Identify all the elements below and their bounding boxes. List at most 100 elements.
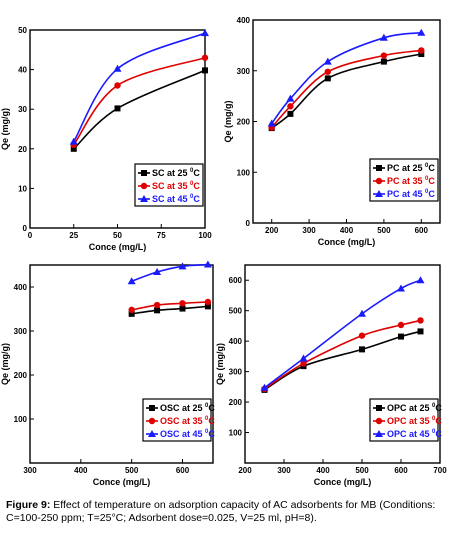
chart-pc-data-point [286,94,295,102]
chart-pc-data-point [324,75,331,82]
chart-pc-x-axis-title: Conce (mg/L) [318,237,376,247]
chart-sc-data-point [114,82,121,89]
chart-osc-series-line [131,301,208,311]
chart-opc-y-tick-label: 300 [229,368,243,377]
chart-pc-y-tick-label: 100 [237,168,251,177]
chart-osc-data-point [154,307,161,314]
chart-pc-legend-marker [376,165,382,171]
chart-opc-data-point [397,321,405,329]
chart-opc-x-tick-label: 400 [316,466,330,475]
chart-pc-x-tick-label: 600 [415,226,429,235]
chart-osc-data-point [153,268,162,276]
chart-osc-y-tick-label: 200 [14,371,28,380]
chart-osc-data-point [128,306,135,314]
chart-sc-data-point [69,137,78,145]
chart-pc-legend-marker [375,177,383,185]
chart-pc-data-point [380,58,387,65]
chart-osc-series-1 [128,298,212,314]
chart-sc-data-point [114,105,121,112]
chart-pc-data-point [418,47,425,54]
chart-opc-plot-frame [244,264,441,464]
chart-opc-series-line [264,330,421,391]
chart-osc-x-axis-title: Conce (mg/L) [93,477,151,487]
chart-opc-x-tick-label: 300 [277,466,291,475]
chart-osc-data-point [127,277,136,285]
chart-osc-x-tick-label: 500 [125,466,139,475]
chart-sc-y-tick-label: 40 [18,66,27,75]
chart-opc-data-point [417,317,424,324]
chart-pc-data-point [287,110,294,117]
chart-pc-data-point [418,51,425,58]
chart-osc-x-tick-label: 400 [74,466,88,475]
chart-pc-data-point [380,52,388,59]
chart-pc-legend-marker [375,190,383,197]
chart-osc-data-point [204,303,211,310]
figure-caption: Figure 9: Effect of temperature on adsor… [6,499,454,524]
chart-sc-series-0 [70,67,208,152]
chart-sc-y-axis-title: Qe (mg/g) [0,108,10,150]
chart-opc-y-tick-label: 600 [229,276,243,285]
chart-opc-data-point [397,284,405,292]
chart-pc-data-point [417,28,426,36]
chart-sc-y-tick-label: 20 [18,145,27,154]
chart-osc-data-point [179,305,186,312]
chart-opc-data-point [417,328,424,335]
chart-osc-data-point [179,300,186,307]
chart-sc-x-tick-label: 25 [69,231,78,240]
chart-pc-x-tick-label: 400 [340,226,354,235]
chart-pc-legend-label: PC at 45 0C [387,189,435,199]
chart-osc-legend-label: OSC at 45 0C [160,429,215,439]
chart-pc-legend-label: PC at 25 0C [387,163,435,173]
chart-sc-y-tick-label: 30 [18,105,27,114]
chart-pc-x-tick-label: 200 [265,226,279,235]
chart-opc-legend-marker [375,430,383,437]
chart-osc-data-point [203,260,212,268]
chart-opc-legend-label: OPC at 25 0C [387,403,442,413]
chart-osc-legend: OSC at 25 0C OSC at 35 0C OSC at 45 0C [142,398,215,442]
chart-pc-data-point [267,119,276,127]
chart-opc-legend-marker [375,417,383,425]
chart-sc-x-tick-label: 0 [28,231,33,240]
chart-pc-legend-label: PC at 35 0C [387,176,435,186]
chart-pc-y-tick-label: 400 [237,16,251,25]
chart-pc-series-1 [268,47,425,131]
chart-sc-legend-marker [140,182,148,190]
figure-caption-text: Effect of temperature on adsorption capa… [6,499,436,524]
chart-opc-legend-label: OPC at 35 0C [387,416,442,426]
chart-osc-legend-marker [148,417,156,425]
chart-sc-data-point [201,54,209,61]
chart-pc-y-tick-label: 0 [246,219,251,228]
chart-sc-legend-label: SC at 45 0C [152,194,200,204]
chart-osc-y-tick-label: 400 [14,283,28,292]
chart-osc-series-line [131,263,208,283]
chart-opc-data-point [358,332,366,339]
chart-osc-y-tick-label: 300 [14,327,28,336]
chart-osc-legend-label: OSC at 25 0C [160,403,215,413]
chart-osc-data-point [128,310,135,317]
chart-pc-data-point [323,57,332,65]
chart-opc-y-axis-title: Qe (mg/g) [215,343,225,385]
chart-sc-x-tick-label: 75 [157,231,166,240]
chart-opc-y-tick-label: 400 [229,337,243,346]
chart-opc-data-point [398,333,404,340]
chart-opc-y-tick-label: 500 [229,307,243,316]
figure-label: Figure 9: [6,499,51,511]
chart-sc-y-tick-label: 10 [18,184,27,193]
chart-opc-x-tick-label: 500 [355,466,369,475]
chart-pc-y-tick-label: 300 [237,67,251,76]
chart-osc-x-tick-label: 300 [23,466,37,475]
chart-opc-y-tick-label: 200 [229,398,243,407]
chart-opc-y-tick-label: 100 [229,429,243,438]
chart-osc-x-tick-label: 600 [176,466,190,475]
chart-sc-x-tick-label: 100 [198,231,212,240]
chart-opc-x-tick-label: 700 [433,466,447,475]
chart-opc-legend: OPC at 25 0C OPC at 35 0C OPC at 45 0C [369,398,442,442]
chart-opc-series-0 [261,328,424,393]
chart-osc-y-tick-label: 100 [14,415,28,424]
chart-sc-data-point [70,145,77,152]
chart-opc-data-point [359,346,365,353]
chart-sc-legend-marker [141,170,147,176]
